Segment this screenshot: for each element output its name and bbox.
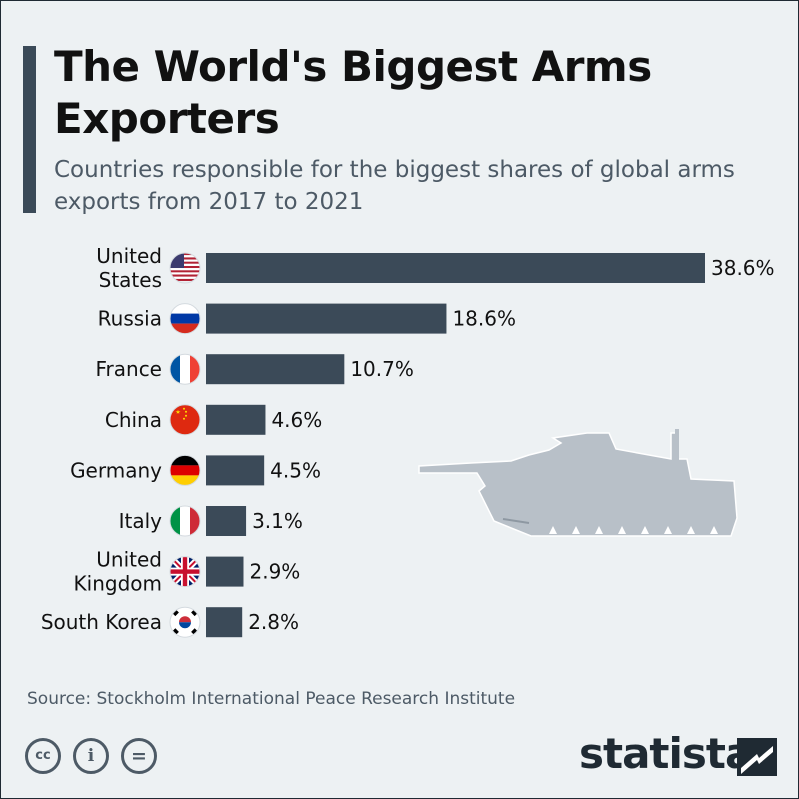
tank-icon bbox=[418, 429, 738, 537]
category-label: Germany bbox=[70, 458, 162, 482]
category-label: France bbox=[95, 357, 162, 381]
bar bbox=[206, 354, 345, 385]
category-label: United States bbox=[96, 244, 162, 292]
russia-flag-icon bbox=[169, 303, 201, 335]
category-label: Italy bbox=[119, 509, 163, 533]
bar bbox=[206, 506, 247, 536]
chart-title: The World's Biggest Arms Exporters bbox=[54, 42, 652, 143]
brand-text: statista bbox=[579, 729, 753, 778]
statista-mark-icon bbox=[737, 738, 777, 776]
us-flag-icon bbox=[169, 252, 201, 284]
south-korea-flag-icon bbox=[169, 606, 201, 638]
statista-logo[interactable]: statista bbox=[579, 729, 753, 778]
value-label: 2.9% bbox=[249, 560, 300, 584]
uk-flag-icon bbox=[169, 556, 201, 588]
value-label: 2.8% bbox=[248, 610, 299, 634]
source-note: Source: Stockholm International Peace Re… bbox=[27, 689, 516, 709]
category-label: Russia bbox=[98, 307, 162, 331]
bar bbox=[206, 404, 266, 435]
bar bbox=[206, 303, 447, 334]
france-flag-icon bbox=[169, 353, 201, 385]
bar bbox=[206, 607, 243, 638]
chart-subtitle: Countries responsible for the biggest sh… bbox=[54, 157, 735, 215]
value-label: 38.6% bbox=[711, 256, 775, 280]
category-label: South Korea bbox=[41, 610, 162, 634]
title-accent-bar bbox=[23, 46, 36, 213]
bar bbox=[206, 455, 265, 486]
value-label: 4.5% bbox=[270, 458, 321, 482]
by-icon-text: i bbox=[87, 746, 95, 766]
value-label: 18.6% bbox=[452, 307, 516, 331]
category-label: United Kingdom bbox=[74, 548, 162, 596]
bar-chart: 38.6% United States 18.6% Russia 10.7% France 4… bbox=[41, 244, 775, 638]
category-label: China bbox=[105, 408, 162, 432]
value-label: 10.7% bbox=[350, 357, 414, 381]
cc-icon-text: cc bbox=[35, 748, 51, 763]
nd-icon-text: = bbox=[131, 745, 147, 767]
italy-flag-icon bbox=[169, 505, 201, 537]
bar bbox=[206, 556, 244, 587]
value-label: 4.6% bbox=[271, 408, 322, 432]
by-icon[interactable]: i bbox=[73, 738, 109, 774]
bar bbox=[206, 253, 705, 283]
nd-icon[interactable]: = bbox=[121, 738, 157, 774]
china-flag-icon bbox=[169, 404, 201, 436]
cc-icon[interactable]: cc bbox=[25, 738, 61, 774]
germany-flag-icon bbox=[169, 454, 201, 486]
value-label: 3.1% bbox=[252, 509, 303, 533]
